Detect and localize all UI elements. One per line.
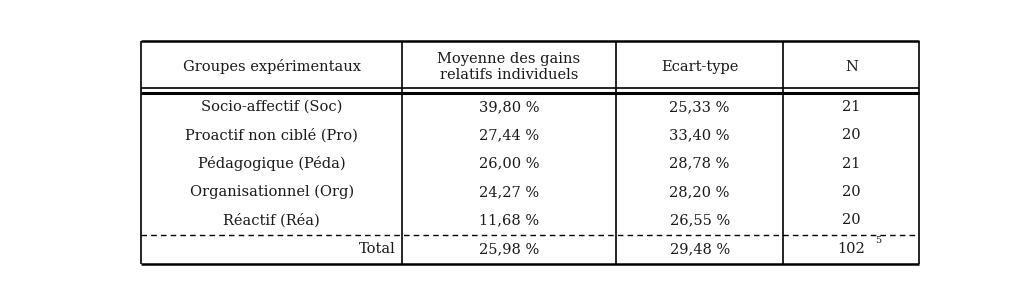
Text: 27,44 %: 27,44 %: [479, 128, 539, 142]
Text: 29,48 %: 29,48 %: [670, 242, 730, 256]
Text: 25,98 %: 25,98 %: [479, 242, 539, 256]
Text: 26,00 %: 26,00 %: [479, 157, 539, 171]
Text: 25,33 %: 25,33 %: [670, 100, 730, 114]
Text: 21: 21: [842, 157, 860, 171]
Text: 21: 21: [842, 100, 860, 114]
Text: Groupes expérimentaux: Groupes expérimentaux: [183, 59, 361, 74]
Text: 28,20 %: 28,20 %: [670, 185, 730, 199]
Text: 39,80 %: 39,80 %: [479, 100, 539, 114]
Text: 24,27 %: 24,27 %: [479, 185, 539, 199]
Text: N: N: [845, 60, 858, 74]
Text: 20: 20: [842, 185, 861, 199]
Text: Réactif (Réa): Réactif (Réa): [224, 213, 320, 228]
Text: Proactif non ciblé (Pro): Proactif non ciblé (Pro): [185, 128, 358, 142]
Text: Total: Total: [359, 242, 395, 256]
Text: 26,55 %: 26,55 %: [670, 214, 730, 227]
Text: 33,40 %: 33,40 %: [670, 128, 730, 142]
Text: 28,78 %: 28,78 %: [670, 157, 730, 171]
Text: 11,68 %: 11,68 %: [479, 214, 539, 227]
Text: 20: 20: [842, 214, 861, 227]
Text: Socio-affectif (Soc): Socio-affectif (Soc): [201, 100, 343, 114]
Text: 5: 5: [875, 236, 881, 245]
Text: Moyenne des gains
relatifs individuels: Moyenne des gains relatifs individuels: [438, 52, 581, 82]
Text: Pédagogique (Péda): Pédagogique (Péda): [198, 156, 346, 171]
Text: Ecart-type: Ecart-type: [661, 60, 738, 74]
Text: 102: 102: [837, 242, 865, 256]
Text: 20: 20: [842, 128, 861, 142]
Text: Organisationnel (Org): Organisationnel (Org): [189, 185, 354, 199]
